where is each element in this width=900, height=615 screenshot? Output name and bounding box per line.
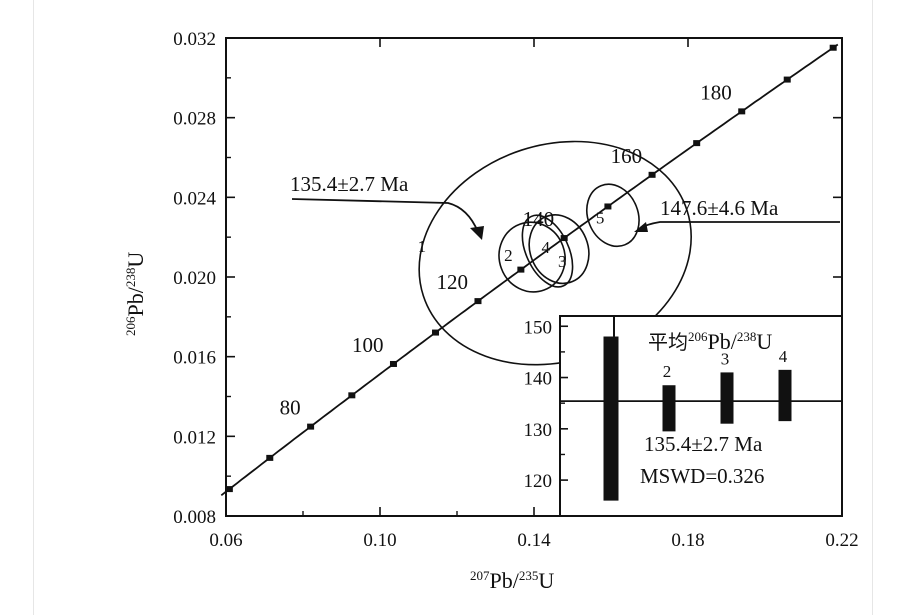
ellipse-label-4: 4 (541, 238, 550, 257)
inset-weighted-mean-plot: 150 140 130 120 2 3 4 平均206Pb/238U 135.4±2.7 … (524, 315, 843, 517)
inset-bar-1 (603, 336, 619, 501)
inset-title: 平均206Pb/238U (648, 329, 772, 354)
ellipse-label-2: 2 (504, 246, 513, 265)
x-tick-label: 0.10 (363, 530, 396, 551)
error-ellipse-2 (498, 221, 566, 293)
x-tick-label: 0.06 (209, 530, 242, 551)
concordia-age-marker (517, 266, 525, 273)
y-tick-label: 0.008 (173, 507, 216, 528)
inset-bar-label-2: 2 (663, 362, 672, 381)
y-tick-label: 0.020 (173, 268, 216, 289)
x-tick-label: 0.22 (825, 530, 858, 551)
figure-frame (33, 0, 873, 615)
annotation-mean-age: 135.4±2.7 Ma (290, 172, 409, 196)
inset-bar-4 (778, 369, 792, 422)
concordia-age-marker (648, 171, 656, 178)
concordia-age-marker (432, 329, 440, 336)
inset-y-tick-label: 150 (524, 317, 553, 338)
concordia-age-marker (307, 423, 315, 430)
concordia-age-marker (738, 108, 746, 115)
x-tick-label: 0.18 (671, 530, 704, 551)
annotation-older-age: 147.6±4.6 Ma (660, 196, 779, 220)
age-label: 80 (280, 396, 301, 420)
y-tick-label: 0.016 (173, 348, 216, 369)
error-ellipse-3 (528, 214, 590, 285)
ellipse-label-3: 3 (558, 252, 567, 271)
inset-mswd-text: MSWD=0.326 (640, 464, 764, 488)
y-tick-label: 0.012 (173, 427, 216, 448)
inset-bar-2 (662, 385, 676, 432)
age-label: 120 (436, 270, 468, 294)
y-tick-label: 0.032 (173, 29, 216, 50)
age-label: 100 (352, 333, 384, 357)
concordia-age-marker (604, 203, 612, 210)
inset-bar-3 (720, 372, 734, 424)
inset-y-tick-label: 130 (524, 420, 553, 441)
error-ellipse-5 (586, 183, 640, 248)
inset-result-text: 135.4±2.7 Ma (644, 432, 763, 456)
y-tick-label: 0.024 (173, 188, 216, 209)
concordia-age-marker (225, 486, 233, 493)
inset-y-tick-label: 120 (524, 471, 553, 492)
inset-bar-label-3: 3 (721, 349, 730, 368)
error-ellipse-4 (521, 214, 574, 288)
ellipse-label-1: 1 (418, 237, 427, 256)
annotation-older-age-arrowhead (634, 222, 648, 232)
concordia-age-marker (389, 360, 397, 367)
x-axis-title: 207Pb/235U (470, 568, 554, 593)
annotation-older-age-leader (639, 221, 840, 229)
x-tick-label: 0.14 (517, 530, 551, 551)
inset-bar-label-4: 4 (779, 347, 788, 366)
age-label: 180 (700, 80, 732, 104)
ellipse-label-5: 5 (596, 208, 605, 227)
y-axis-title: 206Pb/238U (123, 252, 148, 336)
annotation-mean-age-arrow (291, 198, 479, 233)
concordia-age-marker (348, 392, 356, 399)
annotation-mean-age-arrowhead (470, 226, 484, 240)
y-tick-label: 0.028 (173, 109, 216, 130)
inset-y-tick-label: 140 (524, 369, 553, 390)
concordia-age-marker (783, 76, 791, 83)
concordia-age-marker (474, 298, 482, 305)
concordia-age-marker (266, 454, 274, 461)
concordia-age-marker (829, 44, 837, 51)
concordia-age-marker (693, 140, 701, 147)
